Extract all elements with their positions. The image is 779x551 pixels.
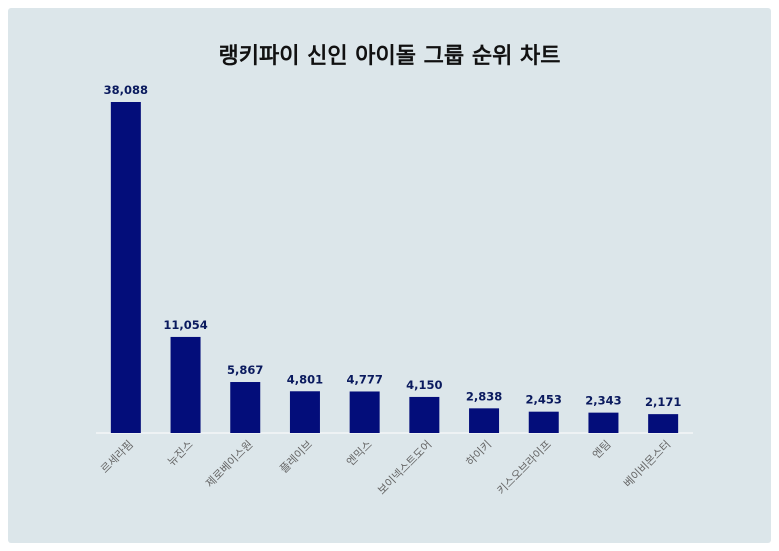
x-tick-label-1: 뉴진스 [165,438,196,469]
data-label-2: 5,867 [227,363,263,377]
data-label-4: 4,777 [346,372,382,386]
bar-6 [469,408,500,433]
x-tick-label-0: 르세라핌 [98,438,136,476]
data-label-5: 4,150 [406,378,442,392]
data-label-9: 2,171 [645,395,681,409]
bar-8 [588,412,619,433]
chart-title: 랭키파이 신인 아이돌 그룹 순위 차트 [218,44,561,69]
bar-3 [289,391,320,433]
data-label-8: 2,343 [585,394,621,408]
x-tick-label-7: 키스오브라이프 [495,438,554,497]
bar-2 [230,382,261,433]
data-label-1: 11,054 [163,318,207,332]
x-tick-label-9: 베이비몬스터 [621,438,673,490]
data-label-0: 38,088 [104,83,148,97]
x-tick-label-6: 하이키 [463,437,494,468]
data-label-3: 4,801 [287,372,323,386]
bar-1 [170,336,201,433]
bar-5 [409,396,440,433]
x-tick-label-3: 플레이브 [277,438,315,476]
x-tick-label-2: 제로베이스원 [203,438,255,490]
bar-0 [110,102,141,433]
data-label-6: 2,838 [466,389,502,403]
x-tick-label-8: 엔팀 [590,438,614,462]
data-label-7: 2,453 [526,393,562,407]
bar-4 [349,391,380,433]
x-tick-label-4: 엔믹스 [344,438,375,469]
x-tick-label-5: 보이넥스트도어 [375,438,434,497]
bar-7 [528,411,559,433]
bar-9 [648,414,679,433]
